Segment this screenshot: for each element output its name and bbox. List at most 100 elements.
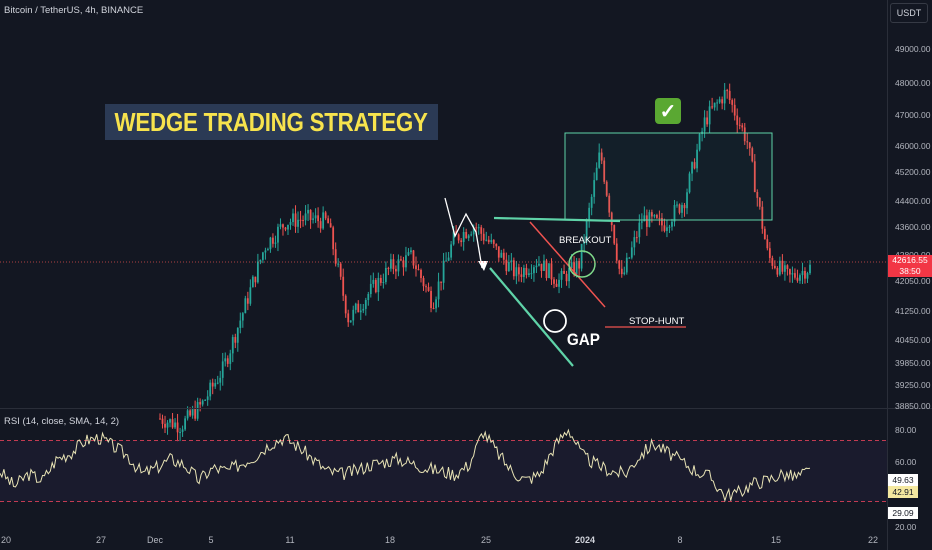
candle-body xyxy=(410,250,412,253)
candle-body xyxy=(204,399,207,401)
candle-body xyxy=(382,281,385,283)
candle-body xyxy=(181,429,184,432)
candle-body xyxy=(384,267,387,282)
candle-body xyxy=(668,226,671,228)
candle-body xyxy=(241,313,244,321)
candle-body xyxy=(543,260,545,271)
candle-body xyxy=(756,192,759,198)
candle-body xyxy=(598,152,601,168)
candle-body xyxy=(397,259,400,272)
candle-body xyxy=(789,269,791,275)
candle-body xyxy=(721,99,724,104)
candle-body xyxy=(585,220,588,242)
wedge-upper-line xyxy=(493,216,621,223)
last-price-tag: 42616.55 38:50 xyxy=(888,255,932,277)
candle-body xyxy=(332,227,335,250)
time-tick-label: 8 xyxy=(677,535,683,545)
candle-body xyxy=(231,337,234,354)
rsi-tick-label: 20.00 xyxy=(895,522,917,532)
candle-body xyxy=(169,419,171,423)
candle-body xyxy=(422,278,425,287)
candle-body xyxy=(299,219,302,221)
candle-body xyxy=(249,287,252,304)
candle-body xyxy=(681,205,683,213)
candle-body xyxy=(359,310,362,313)
candle-body xyxy=(329,223,332,228)
candle-body xyxy=(791,273,794,275)
candle-body xyxy=(427,287,430,291)
candle-body xyxy=(535,265,538,268)
candle-body xyxy=(224,358,227,362)
candle-body xyxy=(538,263,540,266)
candle-body xyxy=(801,271,804,276)
candle-body xyxy=(718,99,721,103)
price-tick-label: 48000.00 xyxy=(895,78,931,88)
candle-body xyxy=(620,268,623,275)
candle-body xyxy=(663,225,666,231)
candle-countdown: 38:50 xyxy=(899,266,921,276)
candle-body xyxy=(347,313,350,323)
candle-body xyxy=(786,265,789,270)
candle-body xyxy=(274,242,277,244)
rsi-tick-label: 60.00 xyxy=(895,457,917,467)
candle-body xyxy=(279,224,282,227)
candle-body xyxy=(277,226,279,243)
candle-body xyxy=(495,243,498,247)
candle-body xyxy=(457,234,460,241)
candle-body xyxy=(580,243,583,269)
candle-body xyxy=(164,423,166,428)
rsi-ma-tag: 42.91 xyxy=(888,486,918,498)
candle-body xyxy=(568,268,570,282)
candle-body xyxy=(324,212,327,219)
candle-body xyxy=(763,228,766,240)
breakout-label: BREAKOUT xyxy=(559,235,612,246)
price-tick-label: 38850.00 xyxy=(895,401,931,411)
rsi-indicator-label[interactable]: RSI (14, close, SMA, 14, 2) xyxy=(4,416,120,427)
candle-body xyxy=(377,277,380,293)
candle-body xyxy=(477,227,480,229)
candle-body xyxy=(395,268,397,272)
currency-button[interactable]: USDT xyxy=(890,3,928,23)
candle-body xyxy=(176,422,179,433)
candle-body xyxy=(267,249,269,251)
candle-body xyxy=(387,267,390,269)
candle-body xyxy=(417,269,420,271)
candle-body xyxy=(758,197,761,207)
candle-body xyxy=(492,240,495,244)
candle-body xyxy=(696,149,698,169)
candle-body xyxy=(625,257,628,273)
candle-body xyxy=(171,419,174,428)
candle-body xyxy=(219,377,222,383)
candle-body xyxy=(525,267,528,275)
candle-body xyxy=(407,252,410,256)
candle-body xyxy=(693,162,696,169)
price-tick-label: 42050.00 xyxy=(895,276,931,286)
time-tick-label: 27 xyxy=(95,535,107,545)
candle-body xyxy=(467,235,470,239)
candle-body xyxy=(726,90,729,92)
candle-body xyxy=(289,222,292,225)
candle-body xyxy=(261,252,264,260)
candle-body xyxy=(520,274,523,277)
candle-body xyxy=(633,237,636,248)
candle-body xyxy=(445,260,448,262)
price-tick-label: 39250.00 xyxy=(895,380,931,390)
candle-body xyxy=(650,212,653,217)
gap-circle xyxy=(543,309,567,333)
candle-body xyxy=(161,418,164,424)
pane-divider[interactable] xyxy=(0,408,932,409)
time-tick-label: 20 xyxy=(0,535,12,545)
time-tick-label: 22 xyxy=(867,535,879,545)
candle-body xyxy=(221,361,224,378)
price-tick-label: 47000.00 xyxy=(895,110,931,120)
candle-body xyxy=(339,263,342,277)
target-zone-box xyxy=(564,132,773,221)
candle-body xyxy=(738,124,741,126)
candle-body xyxy=(573,262,575,275)
candle-body xyxy=(608,195,611,213)
candle-body xyxy=(254,276,257,283)
descent-arrowhead xyxy=(478,261,488,271)
candle-body xyxy=(512,260,515,277)
candle-body xyxy=(430,290,432,309)
